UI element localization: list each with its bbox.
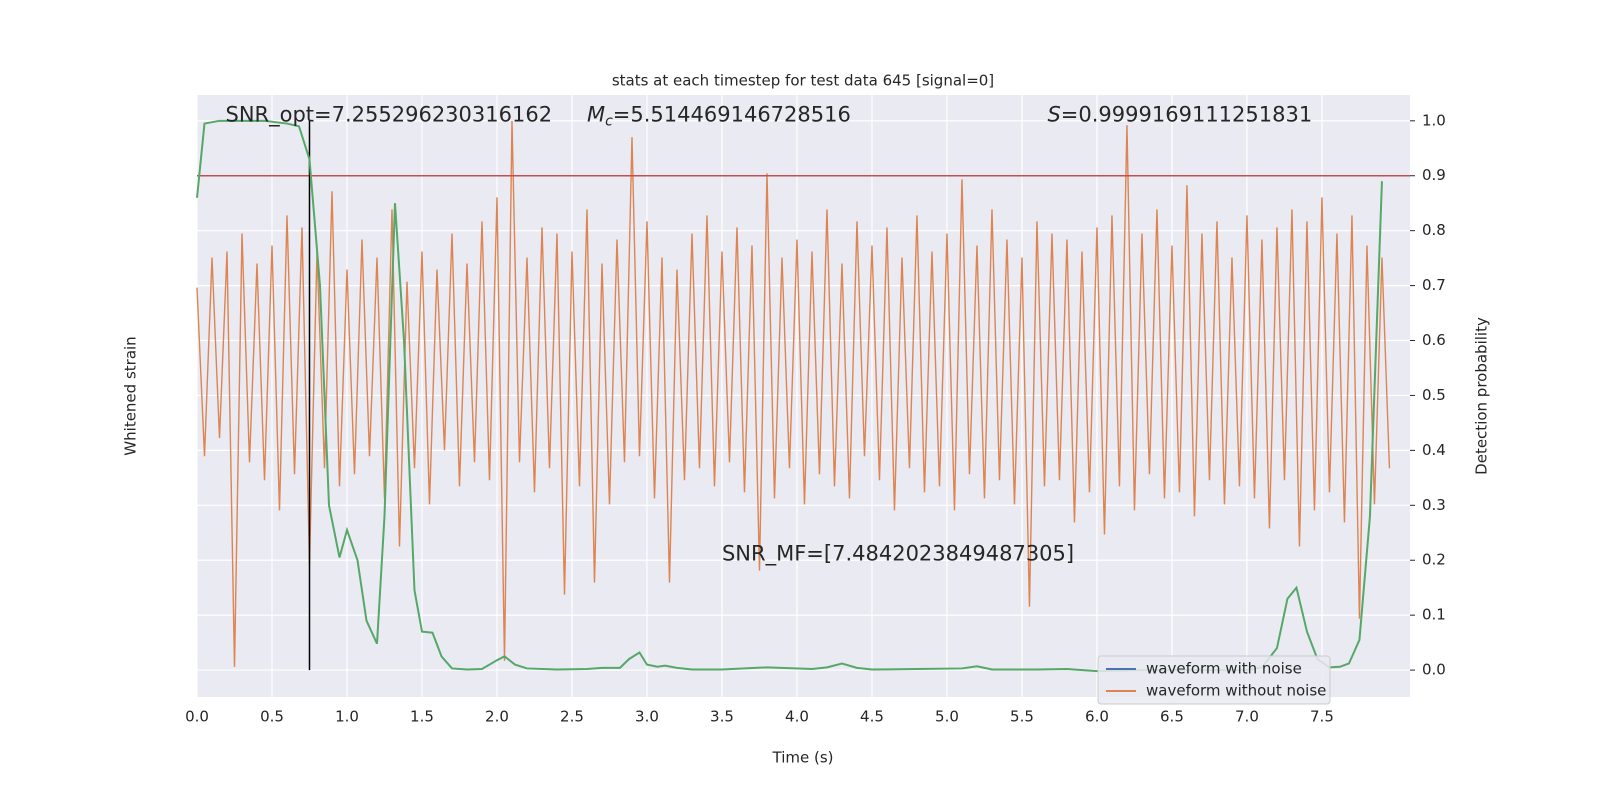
x-tick-label: 4.0 [785,708,809,726]
y2-tick-label: 0.0 [1422,661,1446,679]
x-tick-label: 3.0 [635,708,659,726]
y2-tick-label: 0.8 [1422,221,1446,239]
annotation: Mc=5.514469146728516 [587,102,851,129]
annotation: S=0.9999169111251831 [1047,102,1312,126]
x-tick-label: 0.5 [260,708,284,726]
y2-tick-label: 0.4 [1422,441,1446,459]
y2-tick-label: 0.3 [1422,496,1446,514]
legend-box [1097,655,1331,705]
x-tick-label: 4.5 [860,708,884,726]
x-tick-label: 1.0 [335,708,359,726]
x-tick-label: 5.0 [935,708,959,726]
annotation-symbol: M [587,102,605,126]
x-tick-label: 3.5 [710,708,734,726]
legend: waveform with noise waveform without nois… [1097,655,1331,705]
x-tick-label: 7.5 [1310,708,1334,726]
legend-label: waveform without noise [1146,682,1326,700]
x-tick-label: 0.0 [185,708,209,726]
y2-tick-label: 0.7 [1422,276,1446,294]
y2-tick-label: 0.2 [1422,551,1446,569]
y-axis-label: Whitened strain [122,336,140,455]
y2-tick-label: 0.9 [1422,166,1446,184]
annotation-subscript: c [605,113,613,129]
y2-tick-label: 0.5 [1422,386,1446,404]
annotation-symbol: S [1047,102,1060,126]
x-tick-label: 1.5 [410,708,434,726]
y2-tick-label: 0.1 [1422,606,1446,624]
series-line [196,120,1391,667]
annotation: SNR_opt=7.255296230316162 [225,102,552,127]
x-tick-label: 2.0 [485,708,509,726]
annotation: SNR_MF=[7.4842023849487305] [722,542,1074,567]
y2-tick-label: 0.6 [1422,331,1446,349]
y2-tick-label: 1.0 [1422,111,1446,129]
x-tick-label: 7.0 [1235,708,1259,726]
y2-axis-label: Detection probability [1473,317,1491,475]
annotation-text: =0.9999169111251831 [1061,102,1312,126]
x-tick-label: 6.0 [1085,708,1109,726]
annotation-text: =5.514469146728516 [613,102,851,126]
x-axis-label: Time (s) [772,749,834,767]
x-tick-label: 6.5 [1160,708,1184,726]
legend-label: waveform with noise [1146,660,1302,678]
x-tick-label: 2.5 [560,708,584,726]
x-tick-label: 5.5 [1010,708,1034,726]
chart-title: stats at each timestep for test data 645… [612,72,994,90]
